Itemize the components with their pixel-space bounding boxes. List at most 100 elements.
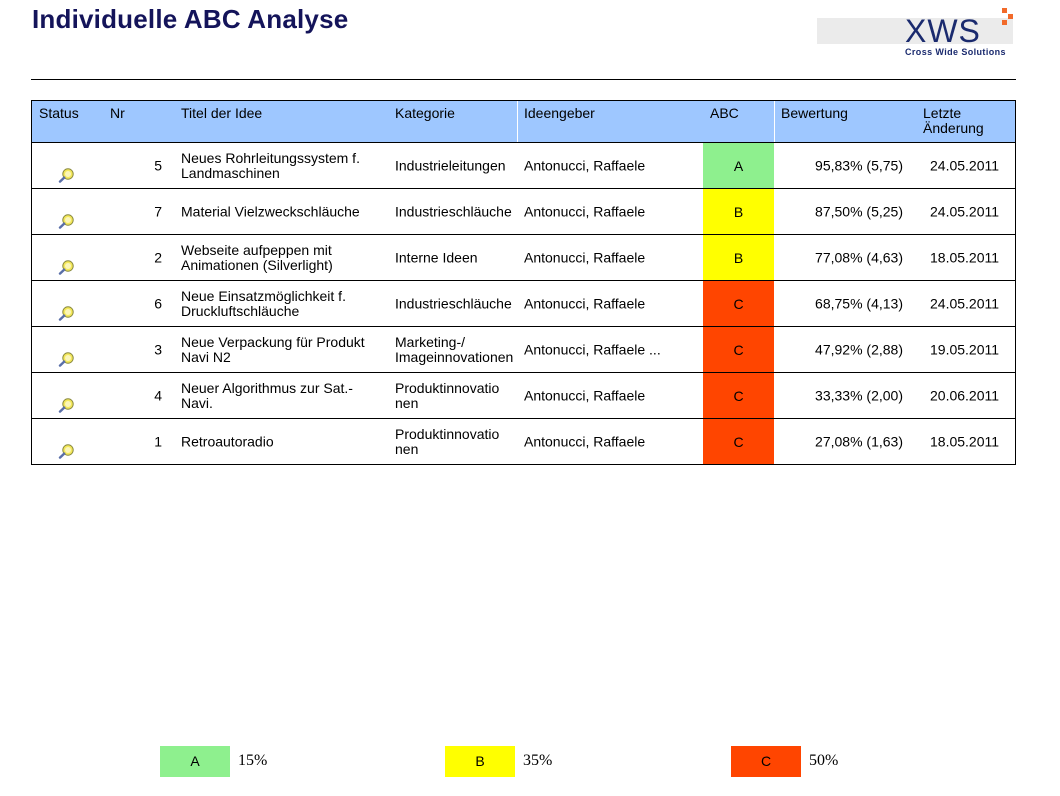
row-title-line1: Neue Einsatzmöglichkeit f. [181, 287, 346, 304]
row-category-line2: nen [395, 440, 419, 457]
table-row[interactable]: 7 Material Vielzweckschläuche Industriesch… [32, 188, 1015, 234]
header-submitter[interactable]: Ideengeber [524, 105, 595, 121]
row-title[interactable]: Neues Rohrleitungssystem f. Landmaschinen [181, 149, 391, 181]
header-title[interactable]: Titel der Idee [181, 105, 263, 121]
row-category-line2: nen [395, 394, 419, 411]
header-category[interactable]: Kategorie [395, 105, 455, 121]
row-date: 24.05.2011 [930, 295, 1000, 311]
header-status[interactable]: Status [39, 105, 79, 121]
header-separator [774, 101, 775, 142]
company-logo: XWS Cross Wide Solutions [817, 8, 1017, 60]
row-submitter: Antonucci, Raffaele [524, 433, 646, 449]
row-submitter: Antonucci, Raffaele ... [524, 341, 661, 357]
row-category: Industrieschläuche [395, 204, 520, 219]
search-icon[interactable] [58, 305, 76, 321]
abc-class-badge: B [703, 189, 774, 234]
legend-value-c: 50% [809, 752, 839, 769]
row-category-line2: Imageinnovationen [395, 348, 514, 365]
row-submitter: Antonucci, Raffaele [524, 249, 646, 265]
row-category: Produktinnovatio nen [395, 379, 520, 411]
header-last-change[interactable]: Letzte Änderung [923, 106, 984, 136]
row-date: 20.06.2011 [930, 387, 1000, 403]
abc-class-badge: C [703, 327, 774, 372]
row-nr: 5 [154, 157, 162, 173]
legend-value-b: 35% [523, 752, 553, 769]
abc-class-label: C [733, 387, 744, 404]
abc-class-badge: C [703, 281, 774, 326]
row-rating: 95,83% (5,75) [815, 157, 903, 173]
row-rating: 87,50% (5,25) [815, 203, 903, 219]
header-rating[interactable]: Bewertung [781, 105, 848, 121]
row-title-line2: Landmaschinen [181, 164, 280, 181]
table-row[interactable]: 4 Neuer Algorithmus zur Sat.- Navi. Produkt… [32, 372, 1015, 418]
abc-class-label: A [733, 157, 744, 174]
abc-class-badge: B [703, 235, 774, 280]
row-category-line1: Produktinnovatio [395, 425, 500, 442]
search-icon[interactable] [58, 443, 76, 459]
row-category-line1: Industrieschläuche [395, 203, 512, 219]
row-category: Interne Ideen [395, 250, 520, 265]
row-nr: 1 [154, 433, 162, 449]
row-nr: 3 [154, 341, 162, 357]
abc-class-badge: C [703, 419, 774, 464]
row-title-line2: Druckluftschläuche [181, 302, 300, 319]
header-abc[interactable]: ABC [710, 105, 739, 121]
row-category: Industrieleitungen [395, 158, 520, 173]
table-row[interactable]: 2 Webseite aufpeppen mit Animationen (Silv… [32, 234, 1015, 280]
row-title-line1: Neue Verpackung für Produkt [181, 333, 365, 350]
row-nr: 2 [154, 249, 162, 265]
table-row[interactable]: 1 Retroautoradio Produktinnovatio nen Antonu… [32, 418, 1015, 464]
logo-square [1008, 14, 1013, 19]
row-submitter: Antonucci, Raffaele [524, 295, 646, 311]
row-date: 24.05.2011 [930, 157, 1000, 173]
row-title[interactable]: Retroautoradio [181, 434, 391, 449]
search-icon[interactable] [58, 213, 76, 229]
search-icon[interactable] [58, 259, 76, 275]
row-category-line1: Industrieschläuche [395, 295, 512, 311]
row-rating: 68,75% (4,13) [815, 295, 903, 311]
row-category-line1: Marketing-/ [395, 333, 466, 350]
logo-tagline: Cross Wide Solutions [905, 47, 1006, 57]
search-icon[interactable] [58, 397, 76, 413]
row-nr: 4 [154, 387, 162, 403]
abc-class-label: B [733, 249, 744, 266]
abc-class-badge: C [703, 373, 774, 418]
legend-value-a: 15% [238, 752, 268, 769]
table-row[interactable]: 6 Neue Einsatzmöglichkeit f. Druckluftschl… [32, 280, 1015, 326]
row-title-line1: Neuer Algorithmus zur Sat.- [181, 379, 353, 396]
table-row[interactable]: 3 Neue Verpackung für Produkt Navi N2 Marke… [32, 326, 1015, 372]
row-title[interactable]: Neue Verpackung für Produkt Navi N2 [181, 333, 391, 365]
header-last-change-line1: Letzte [923, 105, 962, 121]
row-rating: 33,33% (2,00) [815, 387, 903, 403]
row-nr: 7 [154, 203, 162, 219]
search-icon[interactable] [58, 351, 76, 367]
row-category: Produktinnovatio nen [395, 425, 520, 457]
logo-wordmark: XWS [905, 13, 981, 49]
legend-swatch-c: C [731, 746, 801, 777]
abc-class-label: B [733, 203, 744, 220]
header-separator [517, 101, 518, 142]
row-title[interactable]: Neue Einsatzmöglichkeit f. Druckluftschlä… [181, 287, 391, 319]
row-date: 19.05.2011 [930, 341, 1000, 357]
row-title[interactable]: Material Vielzweckschläuche [181, 204, 391, 219]
logo-square [1002, 20, 1007, 25]
table-row[interactable]: 5 Neues Rohrleitungssystem f. Landmaschine… [32, 143, 1015, 188]
logo-background-bar [817, 18, 1013, 44]
abc-class-label: C [733, 433, 744, 450]
abc-class-label: C [733, 295, 744, 312]
table-body: 5 Neues Rohrleitungssystem f. Landmaschine… [32, 143, 1015, 464]
abc-class-badge: A [703, 143, 774, 188]
legend-swatch-a: A [160, 746, 230, 777]
title-divider [31, 79, 1016, 80]
header-nr[interactable]: Nr [110, 105, 125, 121]
row-title-line2: Navi. [181, 394, 213, 411]
row-title[interactable]: Webseite aufpeppen mit Animationen (Silve… [181, 242, 391, 273]
row-title-line1: Neues Rohrleitungssystem f. [181, 149, 360, 166]
row-title[interactable]: Neuer Algorithmus zur Sat.- Navi. [181, 379, 391, 411]
row-title-line2: Navi N2 [181, 348, 231, 365]
row-rating: 77,08% (4,63) [815, 249, 903, 265]
table-header: Status Nr Titel der Idee Kategorie Ideen… [32, 101, 1015, 143]
logo-square [1002, 8, 1007, 13]
row-category-line1: Produktinnovatio [395, 379, 500, 396]
search-icon[interactable] [58, 167, 76, 183]
